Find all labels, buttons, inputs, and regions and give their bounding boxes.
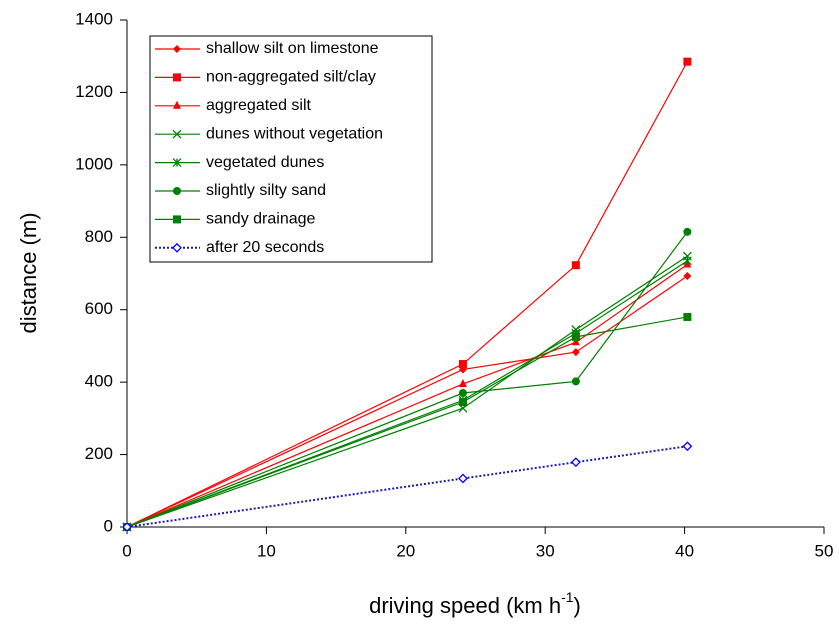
marker [458,398,467,407]
marker [571,261,580,270]
legend-marker [172,129,182,139]
marker [571,337,580,346]
legend-label: vegetated dunes [206,154,324,171]
legend-label: sandy drainage [206,211,316,228]
marker [571,332,580,341]
marker [683,272,692,281]
y-tick-label: 1200 [75,82,113,101]
legend-marker [173,215,181,224]
legend-label: aggregated silt [206,97,312,114]
series-line [126,231,688,528]
legend-label: non-aggregated silt/clay [206,69,376,86]
legend-marker [173,73,181,82]
marker [458,360,467,369]
marker [458,389,467,398]
marker [683,227,692,236]
x-tick-label: 20 [396,541,415,560]
x-tick-label: 0 [122,541,131,560]
marker [458,473,468,484]
marker [458,378,467,387]
y-tick-label: 800 [85,227,113,246]
series-line [126,275,688,528]
x-tick-label: 50 [815,541,834,560]
y-tick-label: 0 [104,516,113,535]
x-axis-title: driving speed (km h-1) [369,589,581,618]
y-tick-label: 400 [85,372,113,391]
x-axis-title-text: driving speed (km h [369,593,561,618]
x-axis-title-sup: -1 [561,589,574,605]
marker [683,312,692,321]
x-tick-label: 30 [536,541,555,560]
marker [571,377,580,386]
y-tick-label: 1000 [75,154,113,173]
x-tick-label: 10 [257,541,276,560]
x-tick-label: 40 [675,541,694,560]
marker [682,441,693,452]
legend-marker [173,187,181,195]
series-line [126,260,688,528]
y-tick-label: 200 [85,444,113,463]
series-line [126,61,688,528]
legend-marker [173,45,181,53]
legend-marker [172,158,182,168]
series-line [126,445,688,528]
marker [571,348,580,357]
legend-label: slightly silty sand [206,182,326,199]
marker [570,457,581,468]
series-line [126,316,688,528]
legend-box [149,35,433,263]
y-axis-title: distance (m) [16,212,41,333]
legend-label: shallow silt on limestone [206,40,379,57]
y-tick-label: 600 [85,299,113,318]
x-axis-title-end: ) [574,593,581,618]
legend-label: dunes without vegetation [206,125,383,142]
marker [682,256,692,266]
marker [683,57,692,66]
series-line [126,263,688,528]
marker [122,522,132,532]
y-tick-label: 1400 [75,9,113,28]
legend-label: after 20 seconds [206,239,324,256]
legend-marker [173,100,181,109]
legend-marker [172,242,182,253]
